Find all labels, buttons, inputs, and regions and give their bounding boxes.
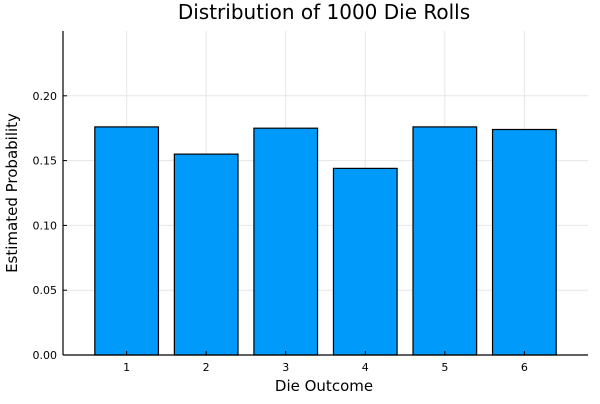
x-axis-label: Die Outcome [275, 377, 373, 395]
y-tick-label: 0.05 [33, 284, 58, 297]
x-tick-label: 4 [362, 361, 369, 374]
bars-layer [94, 126, 557, 356]
y-axis-label: Estimated Probability [3, 113, 21, 273]
y-tick-label: 0.20 [33, 90, 58, 103]
bar-2 [173, 153, 239, 356]
y-tick-label: 0.15 [33, 155, 58, 168]
x-tick-label: 6 [521, 361, 528, 374]
x-tick-label: 3 [282, 361, 289, 374]
x-tick-label: 5 [441, 361, 448, 374]
bar-5 [412, 126, 478, 356]
x-tick-label: 1 [123, 361, 130, 374]
y-tick-label: 0.00 [33, 349, 58, 362]
chart-title: Distribution of 1000 Die Rolls [178, 0, 470, 24]
x-tick-label: 2 [203, 361, 210, 374]
y-tick-label: 0.10 [33, 219, 58, 232]
axes-layer [62, 31, 588, 356]
bar-4 [332, 167, 398, 356]
bar-6 [491, 128, 557, 356]
bar-1 [94, 126, 160, 356]
bar-3 [253, 127, 319, 356]
ticks-layer: 0.00 0.05 0.10 0.15 0.20 1 2 3 4 5 6 [33, 90, 528, 374]
